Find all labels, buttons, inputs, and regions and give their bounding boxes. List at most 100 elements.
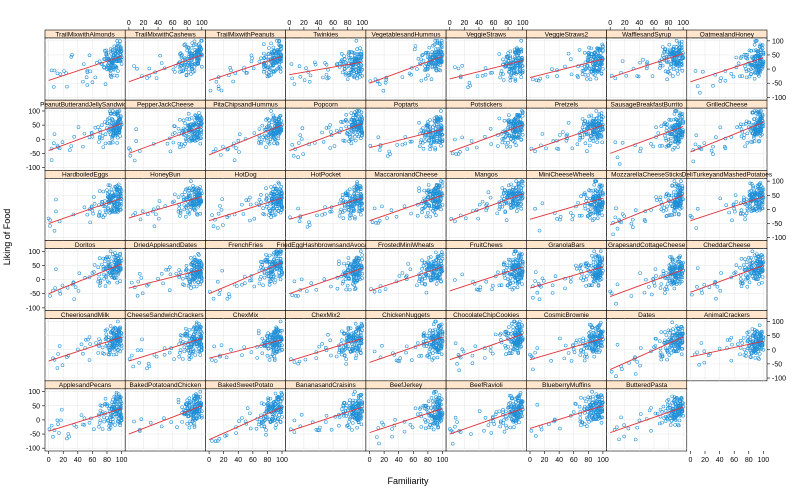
data-point [752,43,757,47]
data-point [356,58,360,62]
data-point [358,46,362,50]
data-point [187,60,192,65]
data-point [158,53,162,58]
data-point [269,41,273,46]
data-point [321,75,325,80]
data-point [159,61,164,65]
data-point [110,135,114,139]
data-point [518,64,522,68]
data-point [119,49,124,53]
data-point [108,71,113,76]
data-point [588,77,593,82]
data-point [466,85,470,90]
panel-6: VeggieStraws2 [526,29,607,101]
data-point [103,132,108,136]
data-point [671,67,676,72]
data-point [437,67,441,72]
data-point [645,60,650,64]
data-point [665,54,669,59]
data-point [85,68,90,73]
panel-4: VegetablesandHummus [365,29,447,101]
data-point [267,51,271,56]
data-point [119,45,123,50]
panel-strip-label: MiniCheeseWheels [538,172,595,179]
data-point [177,141,181,146]
data-point [460,64,464,68]
data-point [97,140,101,144]
data-point [589,46,593,51]
data-point [178,64,183,69]
data-point [304,66,308,70]
data-point [752,48,756,53]
data-point [183,42,187,47]
panel-strip-label: Twinkies [313,31,339,38]
data-point [179,142,184,147]
data-point [665,77,669,82]
data-point [334,62,339,67]
panel-strip-label: PitaChipsandHummus [213,102,278,109]
data-point [435,52,440,56]
panel-11: PitaChipsandHummus [205,99,286,171]
data-point [116,114,120,118]
data-point [266,65,270,70]
data-point [760,46,765,51]
data-point [347,56,351,60]
data-point [360,74,364,78]
data-point [195,59,200,63]
data-point [423,67,428,72]
data-point [681,51,685,55]
panel-strip-label: PeanutButterandJellySandwich [40,102,130,109]
data-point [191,70,195,74]
data-point [747,48,752,53]
data-point [734,55,739,60]
panel-strip-label: TrailMixwithCashews [135,31,197,38]
data-point [216,87,221,91]
data-point [113,64,118,69]
data-point [351,66,355,70]
data-point [595,49,599,54]
data-point [658,61,663,66]
data-point [97,59,102,64]
data-point [353,54,357,58]
data-point [170,132,175,137]
data-point [269,109,273,113]
panel-strip-label: VeggieStraws [466,31,506,38]
data-point [267,73,271,77]
data-point [516,53,521,58]
data-point [81,62,86,66]
data-point [671,74,675,78]
data-point [501,57,505,62]
data-point [753,39,758,43]
data-point [49,68,54,73]
data-point [70,53,74,57]
data-point [356,73,360,77]
data-point [185,117,189,121]
panel-31: FrostedMiniWheats [365,240,447,311]
panel-21: HotPocket [285,170,367,241]
data-point [592,51,596,55]
panel-26: DeliTurkeyandMashedPotatoes [682,170,773,241]
data-point [513,77,518,82]
data-point [184,67,188,72]
data-point [219,153,223,157]
panel-32: FruitChews [445,240,527,311]
data-point [185,126,189,131]
panel-18: HardboiledEggs [44,170,126,241]
data-point [348,72,353,77]
data-point [519,39,523,43]
data-point [757,44,762,49]
data-point [423,64,427,68]
data-point [346,52,351,57]
data-point [503,64,507,68]
data-point [671,48,676,52]
data-point [512,55,517,59]
data-point [198,141,203,146]
panel-10: PepperJackCheese [124,99,206,171]
data-point [475,74,480,78]
panel-17: GrilledCheese [686,99,768,171]
data-point [534,78,539,83]
data-point [667,42,672,47]
data-point [103,48,107,53]
panel-strip-label: HotDog [235,172,257,179]
data-point [677,67,682,71]
